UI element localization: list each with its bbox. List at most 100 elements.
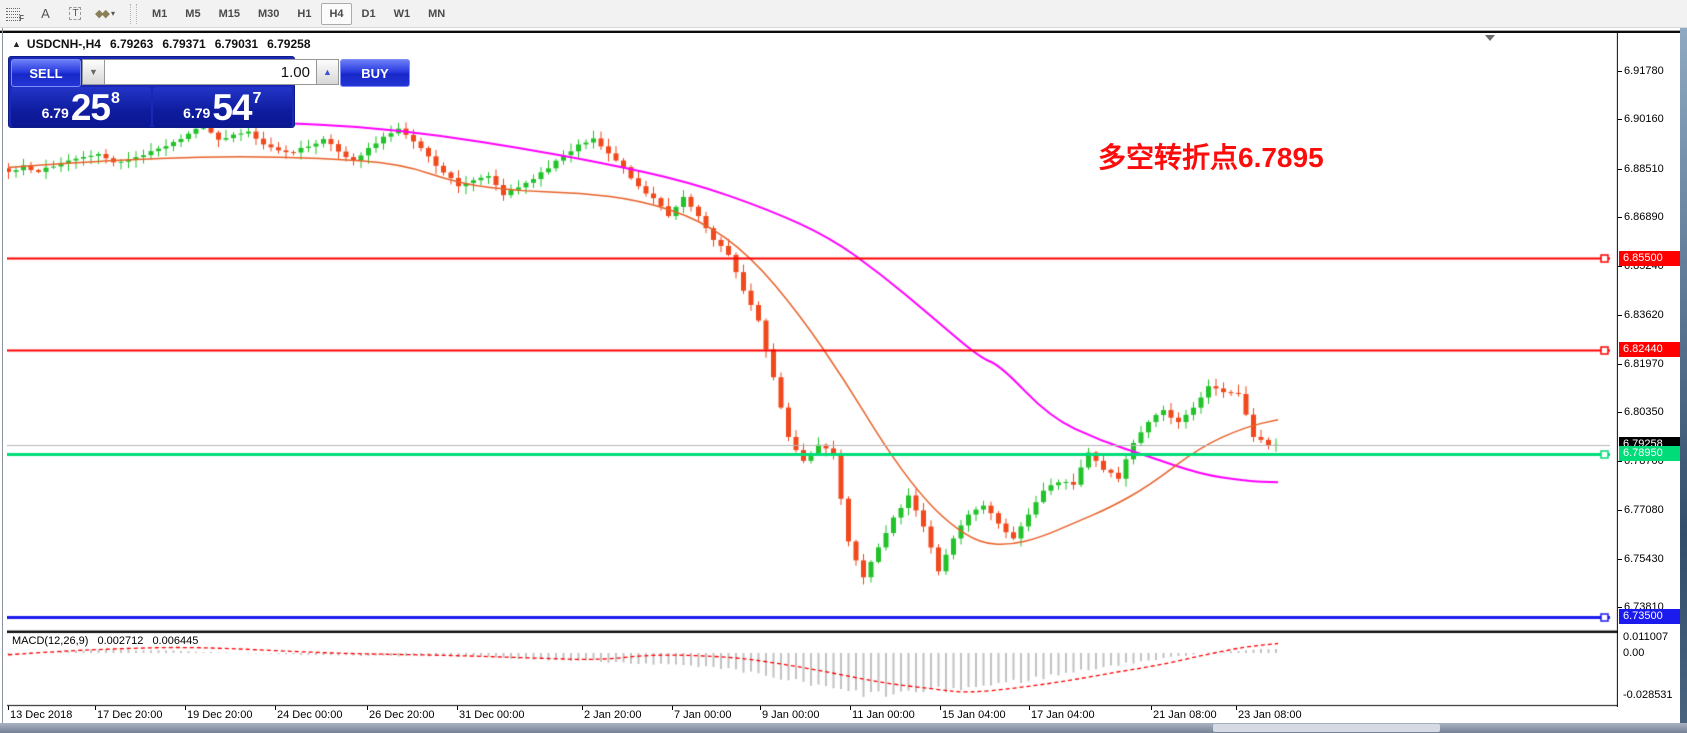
price-tick-mark	[1618, 461, 1622, 463]
one-click-trading-panel: SELL ▼ ▲ BUY 6.79 25 8 6.79 54 7	[8, 56, 410, 128]
price-axis-label: 6.86890	[1624, 210, 1664, 223]
text-tool-button[interactable]: A	[32, 2, 58, 26]
label-tool-button[interactable]: T	[62, 2, 88, 26]
ohlc-open: 6.79263	[109, 36, 154, 51]
price-tick-mark	[1618, 509, 1622, 511]
shapes-icon: ◆◆	[95, 8, 110, 20]
timeframe-button-d1[interactable]: D1	[361, 7, 376, 20]
buy-button[interactable]: BUY	[340, 59, 410, 87]
buy-price-sup: 7	[252, 90, 262, 107]
time-axis-label: 2 Jan 20:00	[584, 709, 642, 721]
price-axis-label: 6.83620	[1624, 308, 1664, 321]
time-tick-mark	[1236, 706, 1237, 710]
price-axis-label: 6.81970	[1624, 357, 1664, 370]
price-tick-mark	[1618, 216, 1622, 218]
chevron-down-icon: ▾	[110, 9, 115, 18]
macd-name: MACD(12,26,9)	[12, 635, 89, 647]
volume-increase-button[interactable]: ▲	[316, 59, 339, 85]
timeframe-button-h4[interactable]: H4	[321, 2, 352, 25]
time-tick-mark	[760, 706, 761, 710]
sell-price-big: 25	[70, 87, 111, 128]
window-bottom-edge	[0, 723, 1687, 733]
buy-price-big: 54	[212, 87, 252, 128]
time-axis-label: 11 Jan 00:00	[852, 709, 915, 721]
price-tick-mark	[1618, 559, 1622, 561]
top-toolbar: F A T ◆◆ ▾ M1 M5 M15 M30 H1 H4 D1 W1 MN	[0, 0, 1687, 28]
price-tick-mark	[1618, 363, 1622, 365]
arrow-up-icon: ▲	[323, 67, 332, 77]
ohlc-high: 6.79371	[162, 36, 206, 51]
timeframe-button-w1[interactable]: W1	[393, 7, 411, 20]
macd-signal-value: 0.006445	[152, 635, 199, 647]
time-axis-label: 17 Dec 20:00	[97, 709, 163, 721]
price-axis-label: 6.90160	[1624, 113, 1664, 126]
fibonacci-icon: F	[6, 7, 24, 23]
time-axis-label: 21 Jan 08:00	[1153, 709, 1217, 721]
macd-indicator-label: MACD(12,26,9) 0.002712 0.006445	[12, 635, 204, 647]
price-tick-mark	[1618, 266, 1622, 268]
timeframe-button-mn[interactable]: MN	[428, 7, 446, 20]
label-icon: T	[69, 7, 81, 20]
price-axis-label: 6.80350	[1624, 406, 1664, 419]
macd-main-value: 0.002712	[97, 635, 144, 647]
timeframe-button-h1[interactable]: H1	[297, 7, 312, 20]
time-axis-label: 24 Dec 00:00	[277, 709, 343, 721]
macd-axis-label: -0.028531	[1623, 688, 1673, 701]
timeframe-button-m15[interactable]: M15	[218, 7, 240, 20]
time-axis-label: 9 Jan 00:00	[762, 709, 820, 721]
price-tick-mark	[1618, 607, 1622, 609]
time-tick-mark	[457, 706, 458, 710]
window-left-edge	[2, 28, 3, 723]
time-tick-mark	[185, 706, 186, 710]
collapse-panel-icon[interactable]: ▲	[12, 38, 21, 49]
window-frame-line	[0, 30, 1687, 31]
chart-header: ▲ USDCNH-,H4 6.79263 6.79371 6.79031 6.7…	[12, 36, 311, 51]
time-tick-mark	[1029, 706, 1030, 710]
fibonacci-tool-button[interactable]: F	[2, 2, 28, 26]
timeframe-buttons: M1 M5 M15 M30 H1 H4 D1 W1 MN	[143, 2, 454, 25]
scrollbar-segment[interactable]	[1213, 724, 1440, 732]
text-icon: A	[41, 6, 50, 21]
price-chart-canvas[interactable]	[7, 33, 1618, 707]
time-tick-mark	[367, 706, 368, 710]
sell-price-display[interactable]: 6.79 25 8	[11, 87, 151, 127]
price-tick-mark	[1618, 71, 1622, 72]
time-tick-mark	[940, 706, 941, 710]
arrow-down-icon: ▼	[89, 67, 98, 77]
time-axis-label: 26 Dec 20:00	[369, 709, 435, 721]
time-axis-label: 19 Dec 20:00	[187, 709, 253, 721]
buy-price-small: 6.79	[183, 105, 211, 121]
macd-axis-label: 0.00	[1623, 647, 1645, 659]
price-tick-mark	[1618, 412, 1622, 414]
chart-annotation-text: 多空转折点6.7895	[1098, 142, 1324, 173]
time-axis-label: 17 Jan 04:00	[1031, 709, 1095, 721]
timeframe-button-m5[interactable]: M5	[185, 7, 201, 20]
time-tick-mark	[95, 706, 96, 710]
window-frame-border	[0, 31, 1687, 33]
sell-price-small: 6.79	[41, 105, 69, 121]
time-axis-label: 15 Jan 04:00	[942, 709, 1006, 721]
price-line-label: 6.73500	[1619, 609, 1680, 625]
sell-button[interactable]: SELL	[11, 59, 81, 87]
volume-input[interactable]	[105, 59, 316, 85]
toolbar-separator	[130, 3, 137, 24]
window-right-edge	[1680, 28, 1687, 733]
timeframe-button-m30[interactable]: M30	[257, 7, 280, 20]
time-tick-mark	[8, 706, 9, 710]
time-axis-label: 31 Dec 00:00	[459, 709, 525, 721]
sell-price-sup: 8	[111, 90, 120, 107]
price-axis-label: 6.75430	[1624, 553, 1664, 566]
price-tick-mark	[1618, 168, 1622, 170]
time-tick-mark	[275, 706, 276, 710]
time-tick-mark	[850, 706, 851, 710]
shapes-tool-button[interactable]: ◆◆ ▾	[92, 2, 118, 26]
price-line-label: 6.78950	[1619, 446, 1680, 462]
price-tick-mark	[1618, 119, 1622, 121]
buy-price-display[interactable]: 6.79 54 7	[152, 87, 292, 128]
chart-shift-marker-icon[interactable]	[1485, 35, 1495, 41]
time-axis-label: 7 Jan 00:00	[674, 709, 732, 721]
symbol-title: USDCNH-,H4	[26, 36, 101, 51]
ohlc-close: 6.79258	[267, 36, 311, 51]
timeframe-button-m1[interactable]: M1	[152, 7, 168, 20]
volume-decrease-button[interactable]: ▼	[82, 59, 105, 85]
